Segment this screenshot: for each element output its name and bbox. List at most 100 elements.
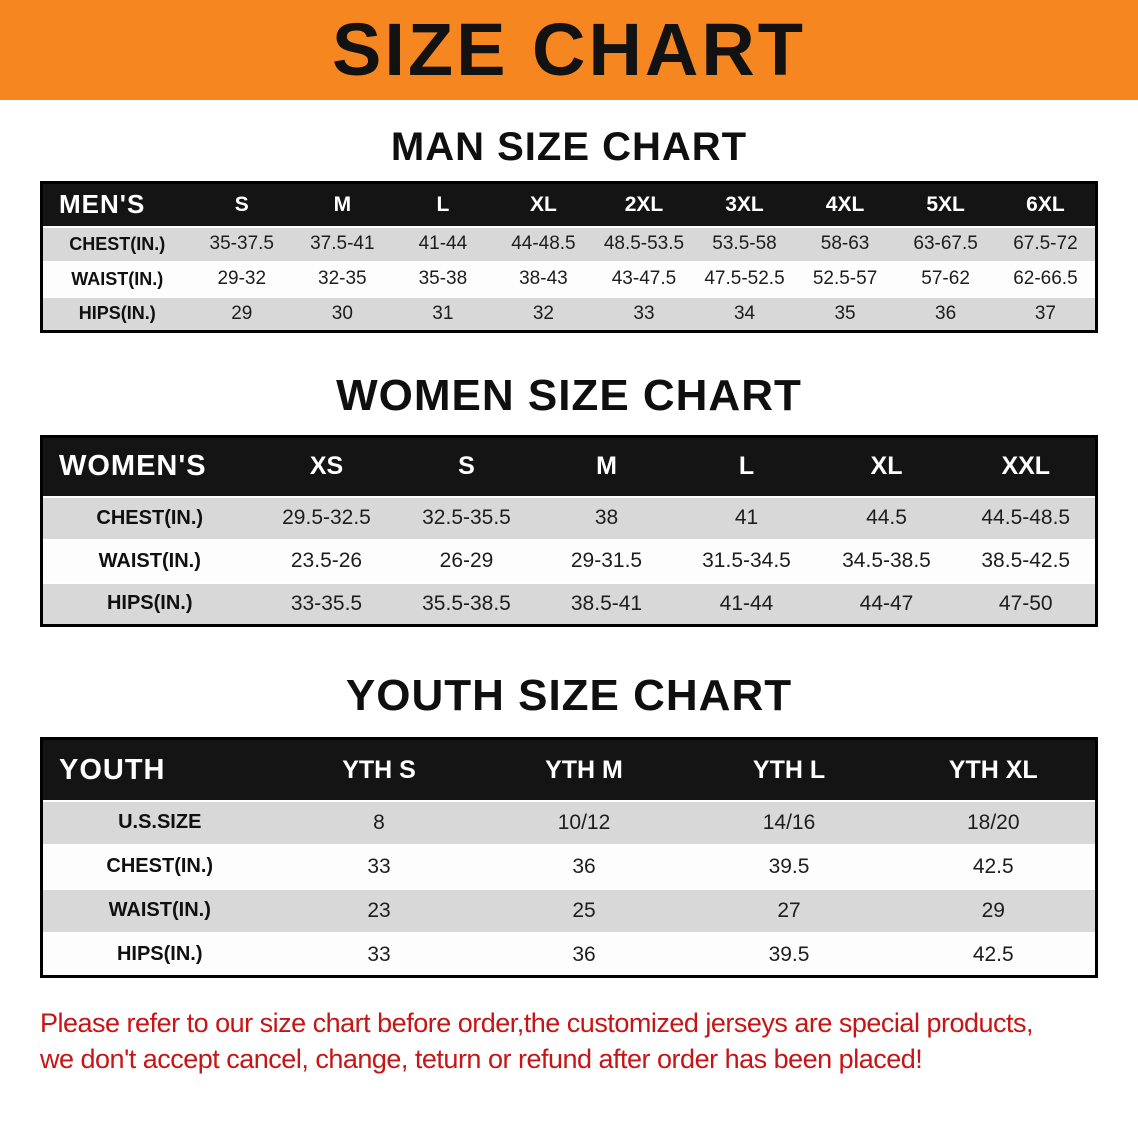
value-cell: 30 xyxy=(331,302,353,324)
value-cell: 47.5-52.5 xyxy=(704,268,785,289)
value-cell: 29-32 xyxy=(217,268,267,289)
value-cell: 29.5-32.5 xyxy=(282,506,371,530)
value-cell: 42.5 xyxy=(972,942,1014,966)
size-header-cell: XXL xyxy=(956,436,1097,497)
size-header-cell: S xyxy=(191,182,293,227)
value-cell: 35 xyxy=(834,302,856,324)
value-cell: 23.5-26 xyxy=(290,549,363,573)
value-cell: 14/16 xyxy=(762,810,816,834)
row-label-cell: CHEST(IN.) xyxy=(96,506,204,529)
value-cell: 38.5-42.5 xyxy=(981,549,1071,573)
table-title-cell: MEN'S xyxy=(41,182,192,227)
value-cell: 31.5-34.5 xyxy=(702,549,791,573)
value-cell: 8 xyxy=(373,810,385,834)
value-cell: 41-44 xyxy=(418,233,468,254)
value-cell: 52.5-57 xyxy=(812,268,878,289)
mens-size-table: MEN'S S M L XL 2XL 3XL 4XL 5XL 6XL CHEST(IN.) 35-37… xyxy=(40,181,1098,333)
value-cell: 33-35.5 xyxy=(290,591,363,615)
value-cell: 18/20 xyxy=(966,810,1020,834)
row-label-cell: WAIST(IN.) xyxy=(108,899,211,922)
size-header-cell: S xyxy=(396,436,537,497)
size-header-cell: XL xyxy=(493,182,594,227)
value-cell: 26-29 xyxy=(439,549,494,573)
table-row: WAIST(IN.) 23 25 27 29 xyxy=(41,888,1097,933)
size-header-cell: XS xyxy=(256,436,397,497)
table-row: CHEST(IN.) 29.5-32.5 32.5-35.5 38 41 44.5 44.5… xyxy=(41,496,1097,540)
row-label-cell: CHEST(IN.) xyxy=(106,855,214,878)
value-cell: 44-47 xyxy=(859,591,914,615)
man-size-section: MAN SIZE CHART MEN'S S M L XL 2XL 3XL 4XL 5XL 6XL… xyxy=(0,126,1138,333)
value-cell: 10/12 xyxy=(557,810,611,834)
value-cell: 27 xyxy=(777,898,801,922)
row-label-cell: HIPS(IN.) xyxy=(78,303,156,324)
value-cell: 31 xyxy=(432,302,454,324)
size-table: MEN'S S M L XL 2XL 3XL 4XL 5XL 6XL CHEST(IN.) 35-37… xyxy=(40,181,1098,333)
size-header-cell: 6XL xyxy=(995,182,1097,227)
row-label-cell: CHEST(IN.) xyxy=(69,233,166,254)
size-header-cell: M xyxy=(292,182,393,227)
value-cell: 35-38 xyxy=(418,268,468,289)
value-cell: 37 xyxy=(1034,302,1056,324)
page-title: SIZE CHART xyxy=(332,8,806,91)
value-cell: 25 xyxy=(572,898,596,922)
size-chart-content: MAN SIZE CHART MEN'S S M L XL 2XL 3XL 4XL 5XL 6XL… xyxy=(0,126,1138,979)
table-title-cell: WOMEN'S xyxy=(41,436,257,497)
value-cell: 53.5-58 xyxy=(712,233,777,254)
value-cell: 36 xyxy=(572,854,596,878)
disclaimer-line-1: Please refer to our size chart before or… xyxy=(40,1008,1034,1039)
youth-size-section: YOUTH SIZE CHART YOUTH YTH S YTH M YTH L YTH… xyxy=(0,671,1138,979)
size-header-cell: YTH L xyxy=(686,738,892,801)
size-header-cell: XL xyxy=(816,436,957,497)
value-cell: 67.5-72 xyxy=(1013,233,1078,254)
value-cell: 44.5-48.5 xyxy=(981,506,1071,530)
youth-size-table: YOUTH YTH S YTH M YTH L YTH XL U.S.SIZE 8 10/12… xyxy=(40,737,1098,979)
value-cell: 33 xyxy=(367,854,391,878)
value-cell: 58-63 xyxy=(820,233,870,254)
value-cell: 23 xyxy=(367,898,391,922)
value-cell: 39.5 xyxy=(768,854,810,878)
value-cell: 57-62 xyxy=(921,268,970,289)
size-header-cell: 5XL xyxy=(895,182,996,227)
row-label-cell: HIPS(IN.) xyxy=(106,592,193,615)
size-table: WOMEN'S XS S M L XL XXL CHEST(IN.) 29.5-32.5 32.5… xyxy=(40,435,1098,628)
row-label-cell: WAIST(IN.) xyxy=(98,549,201,572)
value-cell: 38.5-41 xyxy=(570,591,643,615)
women-size-section: WOMEN SIZE CHART WOMEN'S XS S M L XL XXL CHEST(… xyxy=(0,372,1138,628)
size-table: YOUTH YTH S YTH M YTH L YTH XL U.S.SIZE 8 10/12… xyxy=(40,737,1098,979)
row-label-cell: WAIST(IN.) xyxy=(71,268,164,289)
youth-size-title: YOUTH SIZE CHART xyxy=(345,671,793,721)
value-cell: 63-67.5 xyxy=(913,233,978,254)
value-cell: 48.5-53.5 xyxy=(603,233,685,254)
table-row: CHEST(IN.) 35-37.5 37.5-41 41-44 44-48.5 48.5… xyxy=(41,226,1097,262)
size-header-cell: L xyxy=(392,182,494,227)
value-cell: 35-37.5 xyxy=(209,233,274,254)
row-label-cell: U.S.SIZE xyxy=(118,811,202,834)
table-row: HIPS(IN.) 29 30 31 32 33 34 35 36 37 xyxy=(41,296,1097,332)
value-cell: 29 xyxy=(981,898,1005,922)
value-cell: 42.5 xyxy=(972,854,1014,878)
value-cell: 32.5-35.5 xyxy=(422,506,511,530)
size-header-cell: 3XL xyxy=(694,182,795,227)
value-cell: 33 xyxy=(633,302,655,324)
value-cell: 32-35 xyxy=(318,268,367,289)
value-cell: 36 xyxy=(572,942,596,966)
value-cell: 43-47.5 xyxy=(611,268,677,289)
value-cell: 41-44 xyxy=(719,591,774,615)
table-row: U.S.SIZE 8 10/12 14/16 18/20 xyxy=(41,800,1097,845)
value-cell: 34 xyxy=(733,302,756,324)
size-header-cell: 4XL xyxy=(794,182,896,227)
value-cell: 44-48.5 xyxy=(511,233,576,254)
value-cell: 33 xyxy=(367,942,391,966)
table-title-cell: YOUTH xyxy=(41,738,277,801)
value-cell: 32 xyxy=(532,302,554,324)
size-header-cell: YTH XL xyxy=(891,738,1097,801)
value-cell: 36 xyxy=(935,302,957,324)
table-row: HIPS(IN.) 33-35.5 35.5-38.5 38.5-41 41-44 44-… xyxy=(41,582,1097,626)
size-header-cell: L xyxy=(676,436,817,497)
size-header-cell: YTH S xyxy=(276,738,482,801)
value-cell: 47-50 xyxy=(998,591,1053,615)
disclaimer: Please refer to our size chart before or… xyxy=(40,1006,1098,1077)
banner: SIZE CHART xyxy=(0,0,1138,100)
value-cell: 62-66.5 xyxy=(1013,268,1078,289)
